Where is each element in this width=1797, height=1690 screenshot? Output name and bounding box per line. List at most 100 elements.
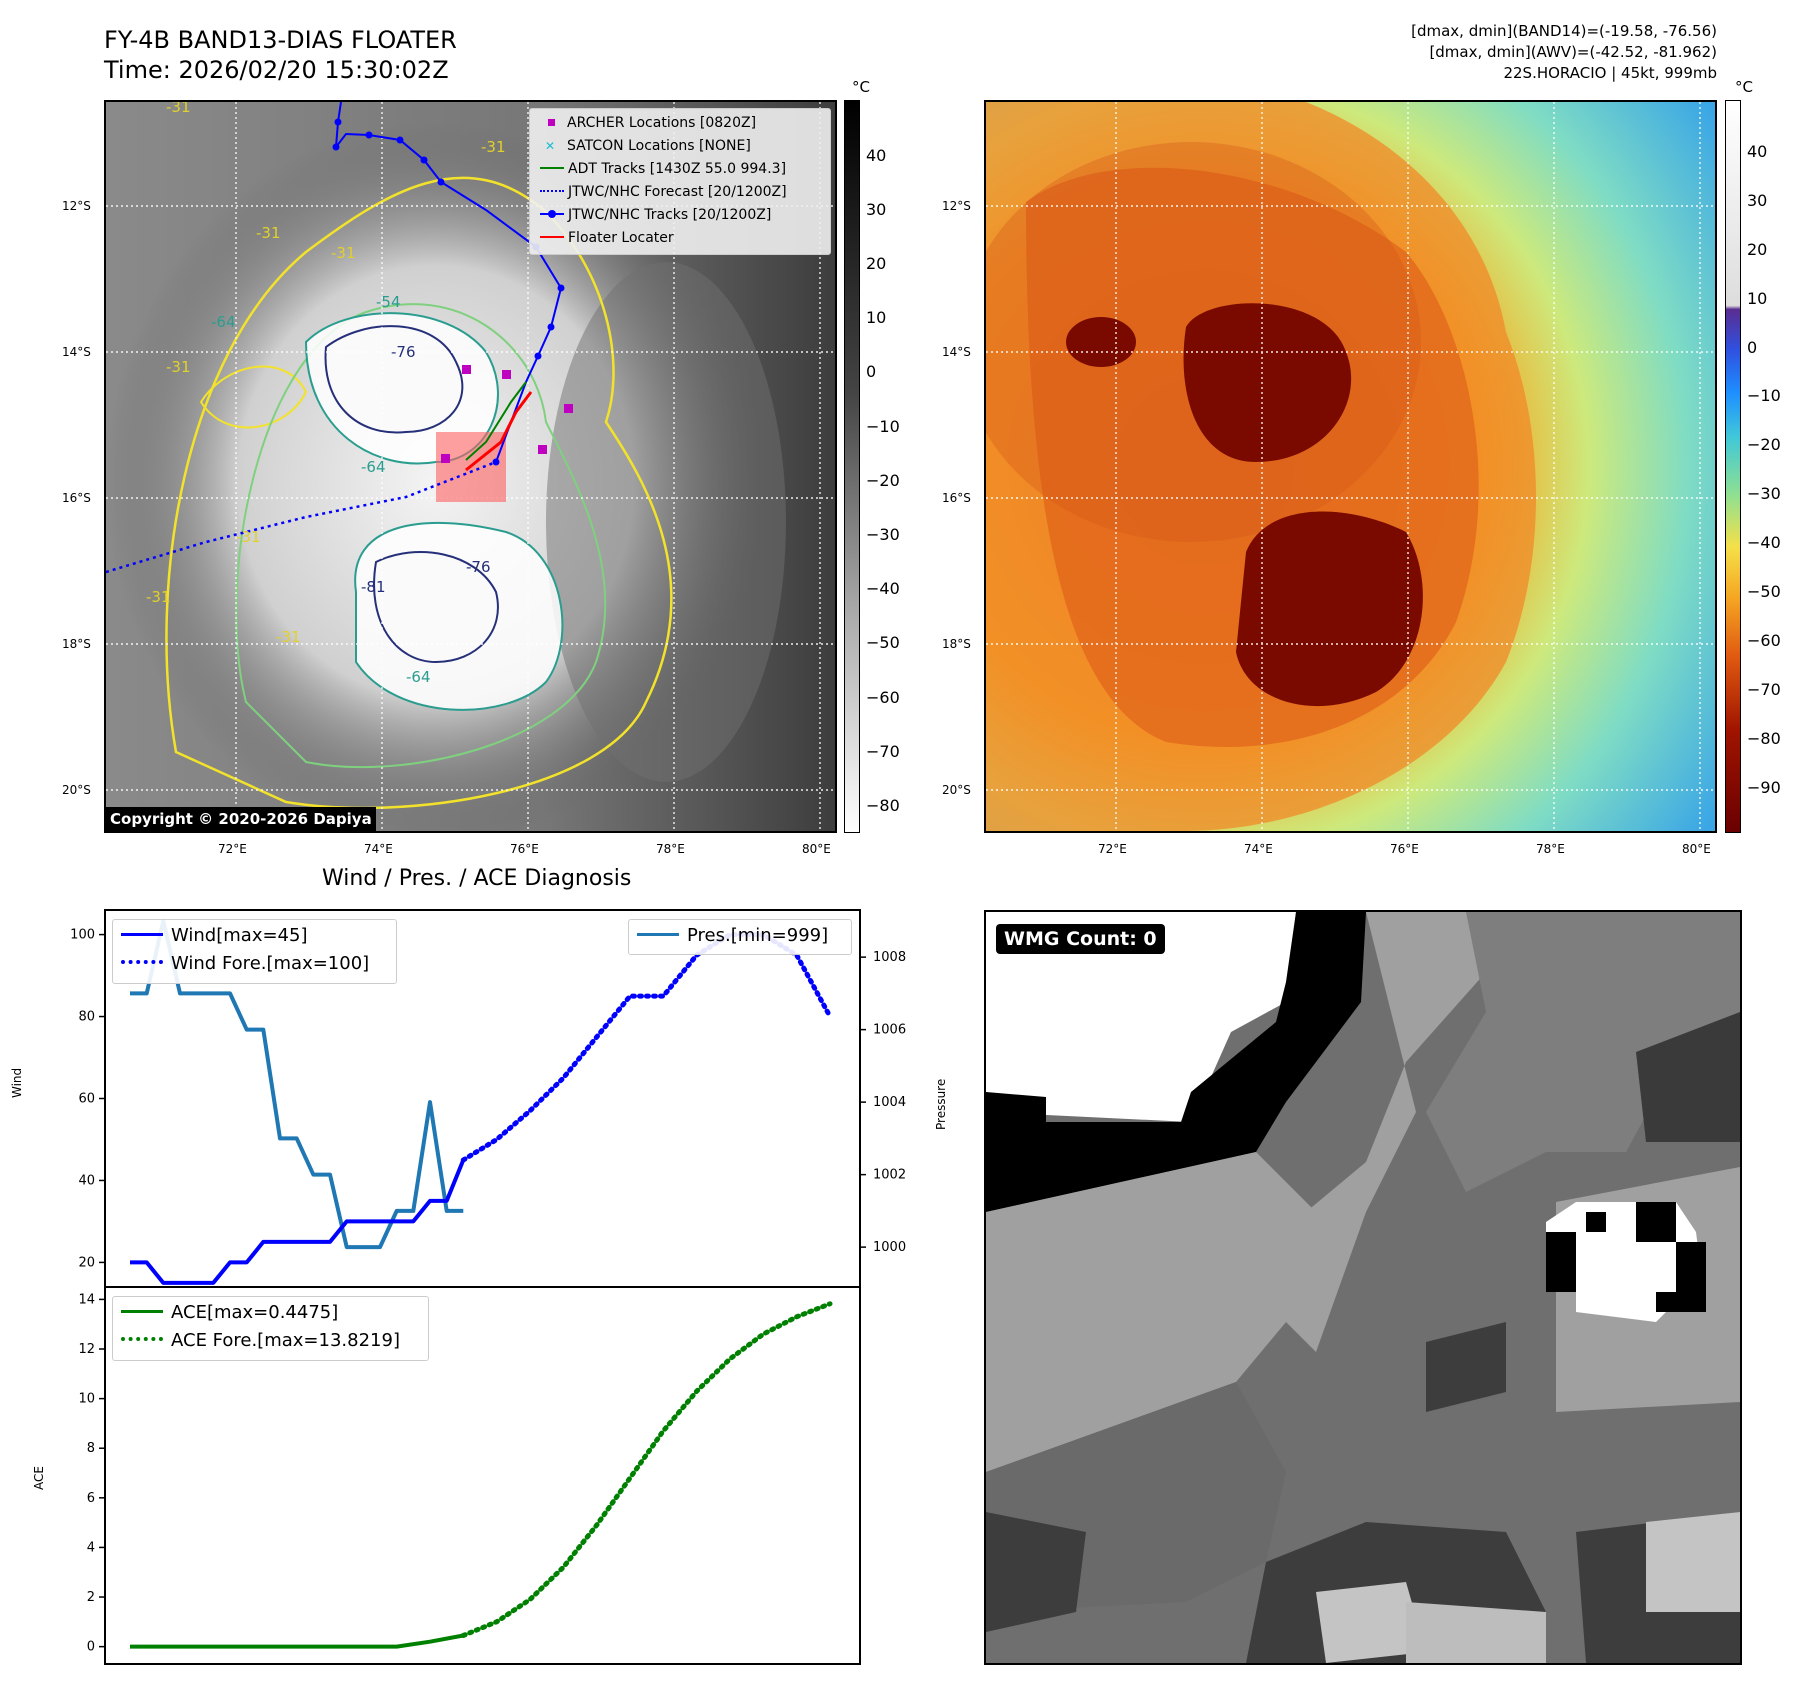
- y-tick-label: 1008: [873, 950, 906, 965]
- contour-label: -31: [166, 358, 191, 376]
- legend-label: Wind[max=45]: [171, 925, 308, 946]
- colorbar-tick: −50: [866, 633, 900, 652]
- ace-solid-icon: [121, 1310, 163, 1313]
- colorbar-tick: −70: [866, 742, 900, 761]
- contour-label: -81: [361, 578, 386, 596]
- stats-line2: [dmax, dmin](AWV)=(-42.52, -81.962): [1429, 43, 1717, 61]
- y-tick-label: 40: [78, 1173, 95, 1188]
- legend-label: Floater Locater: [568, 230, 674, 246]
- wind-legend: Wind[max=45] Wind Fore.[max=100]: [112, 919, 397, 984]
- lon-tick: 74°E: [364, 842, 393, 856]
- colorbar-tick: −10: [1747, 386, 1781, 405]
- archer-square-icon: [548, 119, 555, 126]
- lon-tick: 76°E: [510, 842, 539, 856]
- y-tick-label: 0: [87, 1640, 95, 1655]
- colorbar-tick: −20: [1747, 435, 1781, 454]
- y-tick-label: 1006: [873, 1023, 906, 1038]
- wind-ylabel: Wind: [10, 1067, 24, 1098]
- y-tick-label: 1004: [873, 1095, 906, 1110]
- ace-dotted-icon: [121, 1337, 163, 1341]
- colorbar-tick: −10: [866, 417, 900, 436]
- legend-entry-jtwc-forecast: JTWC/NHC Forecast [20/1200Z]: [540, 184, 787, 200]
- y-tick-label: 8: [87, 1441, 95, 1456]
- y-tick-label: 100: [70, 928, 95, 943]
- legend-entry-ace-fore: ACE Fore.[max=13.8219]: [121, 1330, 400, 1351]
- legend-entry-jtwc-tracks: JTWC/NHC Tracks [20/1200Z]: [540, 207, 771, 223]
- colorbar-tick: −40: [1747, 533, 1781, 552]
- diagnosis-title: Wind / Pres. / ACE Diagnosis: [322, 866, 632, 891]
- adt-line-icon: [540, 167, 564, 169]
- contour-label: -31: [331, 244, 356, 262]
- stats-line3: 22S.HORACIO | 45kt, 999mb: [1503, 64, 1717, 82]
- lon-tick: 72°E: [218, 842, 247, 856]
- lat-tick: 18°S: [942, 637, 971, 651]
- ace-legend: ACE[max=0.4475] ACE Fore.[max=13.8219]: [112, 1296, 429, 1361]
- contour-label: -64: [361, 458, 386, 476]
- awv-map: [984, 100, 1717, 833]
- lat-tick: 20°S: [942, 783, 971, 797]
- y-tick-label: 14: [78, 1292, 95, 1307]
- legend-label: ARCHER Locations [0820Z]: [567, 115, 757, 131]
- colorbar-tick: 20: [866, 254, 887, 273]
- contour-label: -76: [391, 343, 416, 361]
- lon-tick: 76°E: [1390, 842, 1419, 856]
- lat-tick: 14°S: [942, 345, 971, 359]
- colorbar-tick: −30: [866, 525, 900, 544]
- legend-label: Pres.[min=999]: [687, 925, 829, 946]
- y-tick-label: 12: [78, 1342, 95, 1357]
- legend-label: JTWC/NHC Forecast [20/1200Z]: [568, 184, 787, 200]
- contour-label: -31: [256, 224, 281, 242]
- image-title-line1: FY-4B BAND13-DIAS FLOATER: [104, 26, 457, 54]
- colorbar-tick: −90: [1747, 778, 1781, 797]
- y-tick-label: 20: [78, 1255, 95, 1270]
- contour-label: -31: [146, 588, 171, 606]
- colorbar-tick: −60: [866, 688, 900, 707]
- colorbar-tick: 20: [1747, 240, 1768, 259]
- wmg-image: [986, 912, 1740, 1663]
- lat-tick: 12°S: [942, 199, 971, 213]
- legend-entry-wind-fore: Wind Fore.[max=100]: [121, 953, 369, 974]
- contour-label: -64: [211, 313, 236, 331]
- lon-tick: 80°E: [802, 842, 831, 856]
- colorbar-tick: 40: [1747, 142, 1768, 161]
- colorbar-tick: 30: [866, 200, 887, 219]
- y-tick-label: 60: [78, 1092, 95, 1107]
- lat-tick: 16°S: [942, 491, 971, 505]
- awv-map-image: [986, 102, 1715, 831]
- colorbar-tick: 10: [1747, 289, 1768, 308]
- colorbar-tick: −80: [866, 796, 900, 815]
- legend-entry-pres: Pres.[min=999]: [637, 925, 828, 946]
- legend-label: ADT Tracks [1430Z 55.0 994.3]: [568, 161, 787, 177]
- legend-entry-satcon: ✕ SATCON Locations [NONE]: [540, 138, 751, 154]
- contour-label: -76: [466, 558, 491, 576]
- legend-label: SATCON Locations [NONE]: [567, 138, 751, 154]
- legend-label: ACE[max=0.4475]: [171, 1302, 339, 1323]
- wind-solid-icon: [121, 933, 163, 936]
- series-line: [460, 932, 833, 1163]
- y-tick-label: 1002: [873, 1168, 906, 1183]
- colorbar-tick: 30: [1747, 191, 1768, 210]
- legend-label: JTWC/NHC Tracks [20/1200Z]: [568, 207, 772, 223]
- colorbar-tick: −30: [1747, 484, 1781, 503]
- y-tick-label: 2: [87, 1590, 95, 1605]
- legend-label: ACE Fore.[max=13.8219]: [171, 1330, 400, 1351]
- lon-tick: 74°E: [1244, 842, 1273, 856]
- legend-entry-floater: Floater Locater: [540, 230, 674, 246]
- lon-tick: 78°E: [656, 842, 685, 856]
- contour-label: -64: [406, 668, 431, 686]
- colorbar-tick: −20: [866, 471, 900, 490]
- colorbar-tick: 10: [866, 308, 887, 327]
- legend-entry-adt: ADT Tracks [1430Z 55.0 994.3]: [540, 161, 786, 177]
- legend-entry-ace: ACE[max=0.4475]: [121, 1302, 338, 1323]
- band13-map: -31 -31 -31 -31 -31 -31 -31 -31 -54 -64 …: [104, 100, 837, 833]
- lon-tick: 78°E: [1536, 842, 1565, 856]
- contour-label: -31: [236, 528, 261, 546]
- colorbar-tick: 0: [1747, 338, 1758, 357]
- y-tick-label: 80: [78, 1010, 95, 1025]
- series-line: [130, 1159, 466, 1285]
- legend-entry-wind: Wind[max=45]: [121, 925, 308, 946]
- colorbar-tick: −60: [1747, 631, 1781, 650]
- pressure-ylabel: Pressure: [934, 1078, 948, 1130]
- forecast-dotted-icon: [540, 190, 564, 192]
- colorbar-tick: −70: [1747, 680, 1781, 699]
